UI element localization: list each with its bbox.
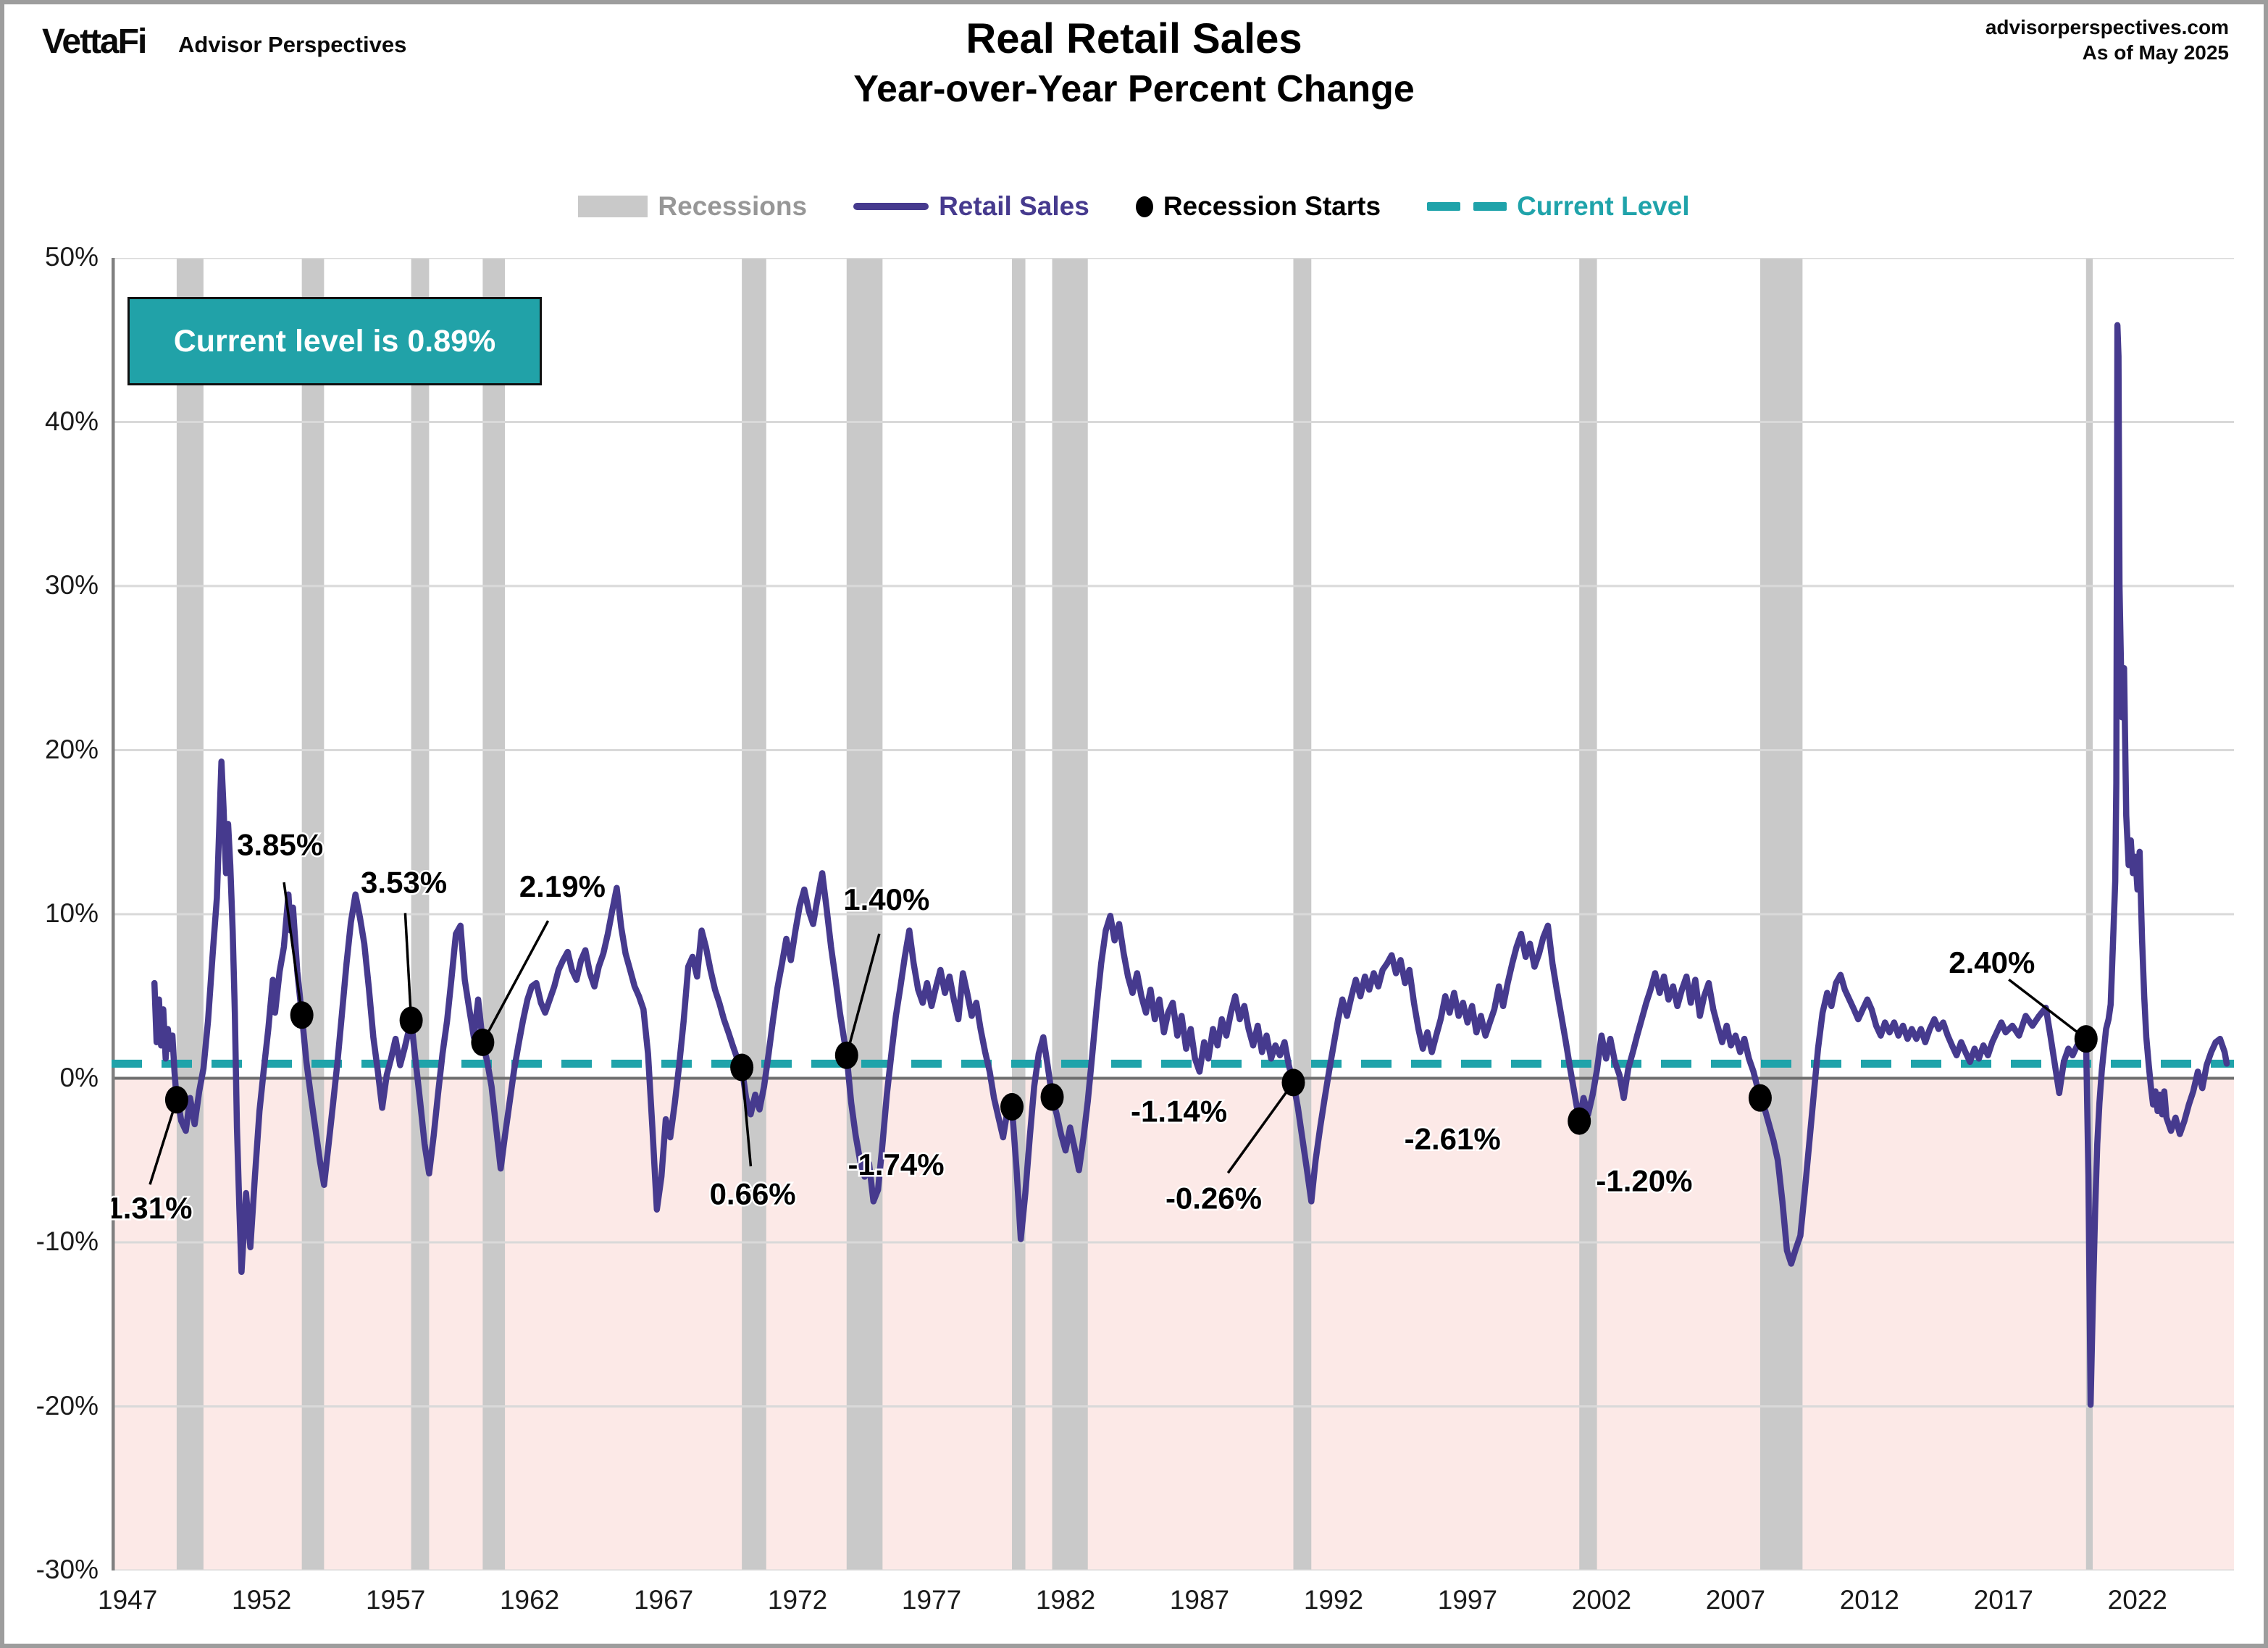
annotation-leader-line: [2008, 978, 2087, 1040]
retail-sales-line: [151, 322, 2230, 1408]
annotation-leader-line: [481, 920, 550, 1043]
legend-item-current-level: Current Level: [1427, 191, 1690, 222]
y-axis-tick-label: 20%: [44, 734, 99, 764]
recession-start-dot: [1748, 1084, 1772, 1112]
recession-start-dot: [290, 1001, 314, 1029]
source-url: advisorperspectives.com: [1985, 16, 2229, 38]
as-of-date: As of May 2025: [2082, 41, 2229, 64]
legend-item-retail-sales: Retail Sales: [853, 191, 1089, 222]
y-axis-tick-label: 0%: [59, 1062, 99, 1092]
advisor-perspectives-logo-text: Advisor Perspectives: [178, 32, 407, 57]
legend-item-recession-starts: Recession Starts: [1135, 191, 1381, 222]
current-level-badge-text: Current level is 0.89%: [173, 323, 496, 359]
annotation-label: -0.26%: [1166, 1181, 1262, 1215]
retail-sales-chart: -1.31% 3.85% 3.53% 2.19% 0.66% 1.40% -1.74% -1.…: [112, 258, 2234, 1570]
recession-start-dot: [399, 1006, 423, 1034]
x-axis-tick-label: 2007: [1705, 1585, 1766, 1615]
recession-start-dot: [1000, 1092, 1024, 1121]
y-axis-tick-label: 40%: [44, 406, 99, 436]
recession-start-dot: [730, 1053, 754, 1082]
x-axis-tick-label: 1992: [1303, 1585, 1364, 1615]
annotation-label: -1.20%: [1596, 1164, 1692, 1198]
annotation-label: -2.61%: [1405, 1122, 1501, 1156]
chart-title: Real Retail Sales: [966, 15, 1302, 62]
x-axis-tick-label: 1982: [1035, 1585, 1096, 1615]
annotation-leader-line: [845, 933, 881, 1056]
current-level-badge: Current level is 0.89%: [127, 297, 542, 385]
legend-label: Current Level: [1517, 191, 1690, 221]
recession-start-dot: [2074, 1025, 2098, 1053]
annotation-leader-line: [148, 1099, 178, 1185]
annotation-label: 1.40%: [843, 882, 929, 916]
vettafi-logo: VettaFi: [42, 22, 147, 61]
annotation-label: -1.31%: [112, 1191, 192, 1225]
plot-area: -1.31% 3.85% 3.53% 2.19% 0.66% 1.40% -1.74% -1.…: [112, 258, 2234, 1570]
dot-swatch-icon: [1135, 196, 1153, 217]
chart-title-block: Real Retail Sales Year-over-Year Percent…: [4, 14, 2264, 111]
y-axis-tick-label: -10%: [35, 1226, 99, 1256]
x-axis-tick-label: 1977: [901, 1585, 962, 1615]
negative-region: [112, 1078, 2234, 1570]
x-axis-tick-label: 1967: [633, 1585, 694, 1615]
annotation-label: 3.85%: [237, 827, 323, 861]
source-attribution: advisorperspectives.com As of May 2025: [1985, 14, 2229, 65]
recession-start-dot: [164, 1086, 188, 1114]
x-axis-tick-label: 2012: [1839, 1585, 1900, 1615]
recession-start-dot: [1040, 1083, 1064, 1111]
annotation-label: 2.40%: [1949, 945, 2035, 979]
recession-start-dot: [471, 1028, 495, 1056]
x-axis-tick-label: 1952: [232, 1585, 292, 1615]
dash-swatch-icon: [1427, 202, 1507, 211]
legend-label: Recessions: [658, 191, 808, 221]
x-axis-tick-label: 1987: [1169, 1585, 1230, 1615]
x-axis-tick-label: 2017: [1973, 1585, 2033, 1615]
y-axis-tick-label: -20%: [35, 1390, 99, 1421]
x-axis-tick-label: 2022: [2107, 1585, 2167, 1615]
annotation-leader-line: [740, 1067, 753, 1167]
recession-start-dot: [834, 1041, 858, 1069]
annotation-leader-line: [283, 882, 304, 1016]
x-axis-tick-label: 1962: [499, 1585, 560, 1615]
annotation-leader-line: [403, 913, 413, 1021]
recession-start-dot: [1281, 1068, 1305, 1097]
x-axis-tick-label: 1972: [767, 1585, 828, 1615]
y-axis-tick-label: 10%: [44, 898, 99, 928]
legend-label: Recession Starts: [1163, 191, 1381, 221]
recession-start-dot: [1568, 1107, 1591, 1135]
annotation-label: -1.14%: [1131, 1094, 1227, 1128]
y-axis-tick-label: 50%: [44, 242, 99, 272]
annotation-label: 3.53%: [361, 866, 447, 900]
legend-item-recessions: Recessions: [578, 191, 807, 222]
x-axis-tick-label: 1997: [1437, 1585, 1498, 1615]
chart-subtitle: Year-over-Year Percent Change: [853, 68, 1415, 110]
y-axis-tick-label: -30%: [35, 1555, 99, 1584]
line-swatch-icon: [853, 203, 929, 210]
annotation-leader-line: [1226, 1082, 1294, 1174]
legend-label: Retail Sales: [939, 191, 1089, 221]
annotation-label: 2.19%: [519, 869, 606, 903]
annotation-label: -1.74%: [848, 1147, 944, 1181]
recession-band-swatch-icon: [578, 196, 648, 217]
annotation-label: 0.66%: [710, 1177, 796, 1211]
x-axis-tick-label: 1957: [365, 1585, 426, 1615]
chart-legend: Recessions Retail Sales Recession Starts Cu…: [4, 191, 2264, 222]
x-axis-tick-label: 1947: [98, 1585, 158, 1615]
x-axis-tick-label: 2002: [1571, 1585, 1632, 1615]
y-axis-tick-label: 30%: [44, 570, 99, 600]
